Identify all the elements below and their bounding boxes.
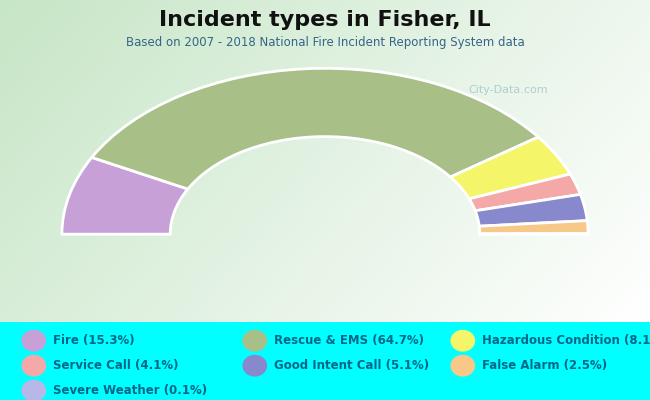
Wedge shape xyxy=(62,158,188,234)
Ellipse shape xyxy=(242,330,267,352)
Ellipse shape xyxy=(21,330,46,352)
Text: Severe Weather (0.1%): Severe Weather (0.1%) xyxy=(53,384,207,397)
Ellipse shape xyxy=(242,355,267,377)
Text: Good Intent Call (5.1%): Good Intent Call (5.1%) xyxy=(274,359,430,372)
Wedge shape xyxy=(469,174,580,211)
Text: Service Call (4.1%): Service Call (4.1%) xyxy=(53,359,179,372)
Text: False Alarm (2.5%): False Alarm (2.5%) xyxy=(482,359,607,372)
Text: Rescue & EMS (64.7%): Rescue & EMS (64.7%) xyxy=(274,334,424,347)
Text: City-Data.com: City-Data.com xyxy=(468,85,547,95)
Text: Incident types in Fisher, IL: Incident types in Fisher, IL xyxy=(159,10,491,30)
Wedge shape xyxy=(479,221,588,234)
Text: Hazardous Condition (8.1%): Hazardous Condition (8.1%) xyxy=(482,334,650,347)
Ellipse shape xyxy=(21,355,46,377)
Wedge shape xyxy=(92,68,538,189)
Text: Fire (15.3%): Fire (15.3%) xyxy=(53,334,135,347)
Ellipse shape xyxy=(450,355,475,377)
Text: Based on 2007 - 2018 National Fire Incident Reporting System data: Based on 2007 - 2018 National Fire Incid… xyxy=(125,36,525,49)
Ellipse shape xyxy=(450,330,475,352)
Wedge shape xyxy=(450,137,570,199)
Wedge shape xyxy=(475,194,587,226)
Ellipse shape xyxy=(21,380,46,400)
